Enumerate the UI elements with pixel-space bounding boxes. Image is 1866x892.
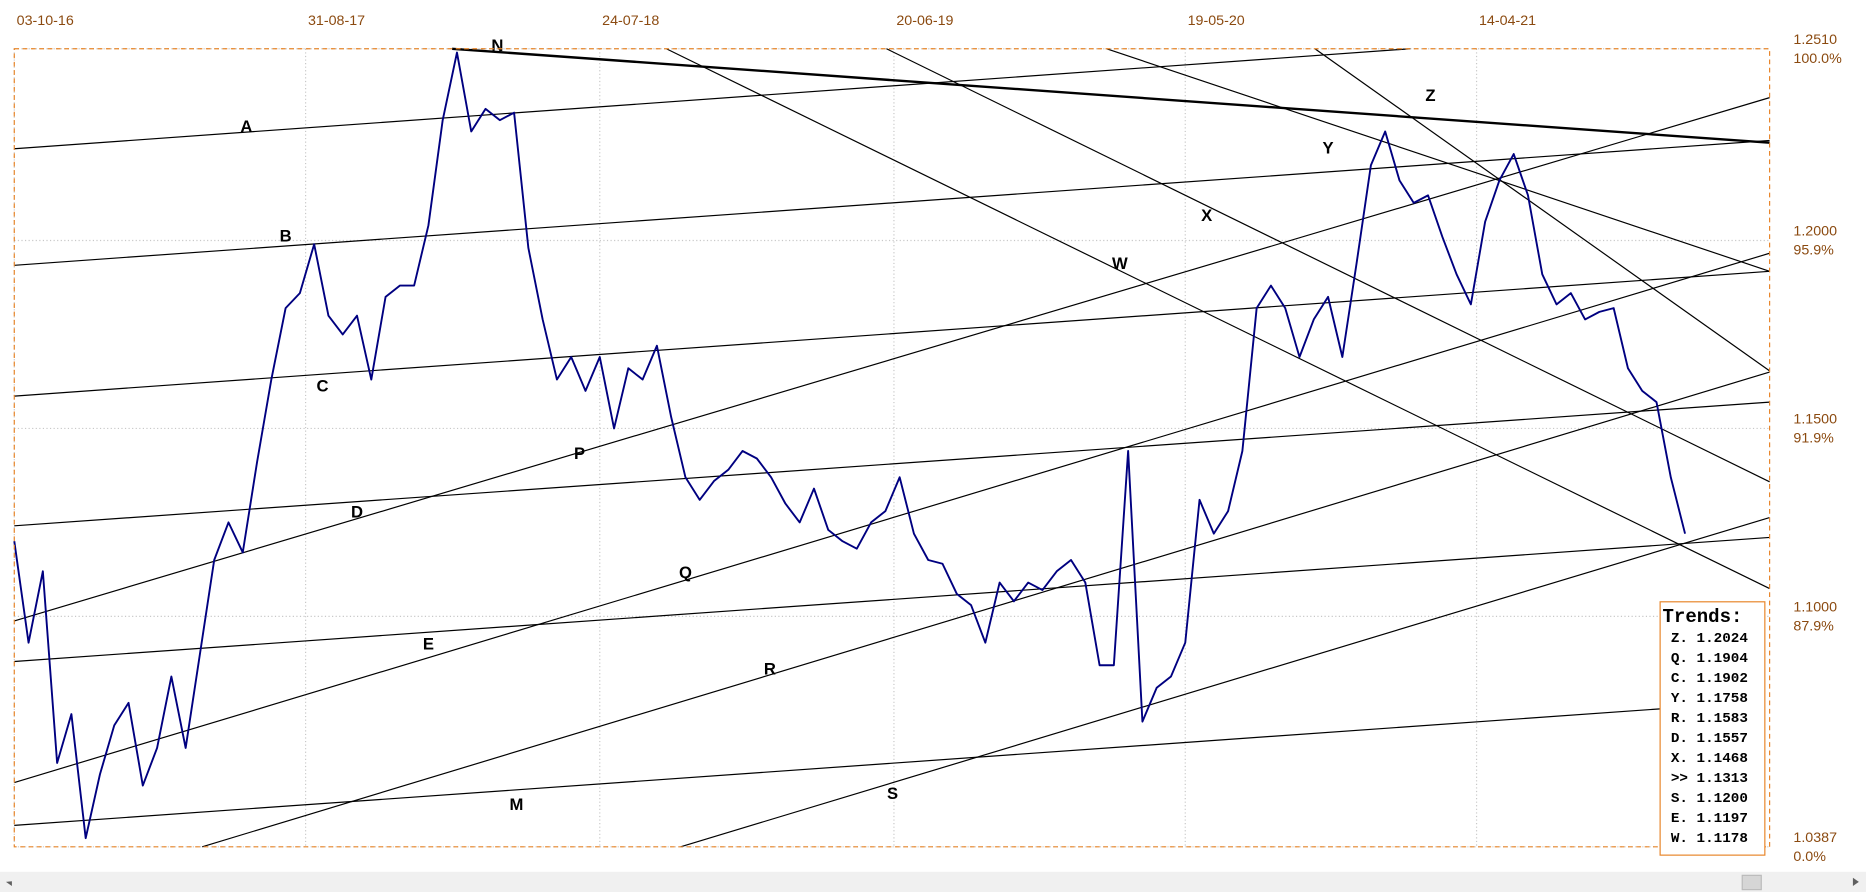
scroll-thumb[interactable] xyxy=(1741,874,1762,891)
trend-line xyxy=(886,48,1770,483)
y-tick-pct: 0.0% xyxy=(1793,849,1826,865)
y-tick-pct: 87.9% xyxy=(1793,619,1834,635)
trend-label: R xyxy=(764,659,776,678)
y-tick-label: 1.2000 xyxy=(1793,224,1837,240)
y-tick-label: 1.1000 xyxy=(1793,600,1837,616)
trend-label: B xyxy=(280,226,292,245)
x-tick-label: 20-06-19 xyxy=(896,13,953,29)
scroll-right[interactable] xyxy=(1852,877,1859,887)
x-tick-label: 24-07-18 xyxy=(602,13,659,29)
trend-entry: Y. 1.1758 xyxy=(1671,691,1748,707)
y-tick-pct: 95.9% xyxy=(1793,243,1834,259)
scroll-track xyxy=(0,871,1866,892)
trend-entry: R. 1.1583 xyxy=(1671,711,1748,727)
x-tick-label: 03-10-16 xyxy=(17,13,74,29)
trend-label: C xyxy=(316,376,328,395)
trend-line xyxy=(14,708,1661,826)
trend-line xyxy=(452,47,1770,144)
trend-line xyxy=(14,97,1770,622)
y-tick-label: 1.0387 xyxy=(1793,830,1837,846)
trends-title: Trends: xyxy=(1663,606,1743,628)
trend-lines: A N B C D E M P Q R S W X Y Z xyxy=(14,36,1770,848)
price xyxy=(13,51,1686,840)
trend-entry: S. 1.1200 xyxy=(1671,791,1748,807)
trend-entry: >> 1.1313 xyxy=(1671,771,1748,787)
trend-line xyxy=(14,270,1770,397)
y-tick-label: 1.2510 xyxy=(1793,32,1837,48)
trend-entry: X. 1.1468 xyxy=(1671,751,1748,767)
trend-label: E xyxy=(423,634,434,653)
trend-line xyxy=(680,516,1770,848)
trend-entry: E. 1.1197 xyxy=(1671,811,1748,827)
trend-label: Q xyxy=(679,563,692,582)
trend-label: N xyxy=(491,36,503,55)
trend-label: Z xyxy=(1425,86,1435,105)
price-line xyxy=(13,51,1686,840)
y-tick-pct: 100.0% xyxy=(1793,51,1842,67)
x-tick-label: 14-04-21 xyxy=(1479,13,1536,29)
trend-label: D xyxy=(351,502,363,521)
scroll-left[interactable] xyxy=(5,881,12,887)
y-tick-pct: 91.9% xyxy=(1793,431,1834,447)
trend-line xyxy=(202,371,1770,848)
trend-entry: D. 1.1557 xyxy=(1671,731,1748,747)
trend-entry: C. 1.1902 xyxy=(1671,671,1748,687)
trend-line xyxy=(14,139,1770,266)
trend-entry: W. 1.1178 xyxy=(1671,831,1748,847)
trend-line xyxy=(14,48,1411,150)
trend-label: S xyxy=(887,784,898,803)
trend-label: P xyxy=(574,444,585,463)
scrollbar xyxy=(0,871,1866,892)
trends-list: Z. 1.2024 Q. 1.1904 C. 1.1902 Y. 1.1758 R. 1… xyxy=(1671,631,1749,847)
trend-line xyxy=(666,48,1770,590)
axes: 03-10-16 31-08-17 24-07-18 20-06-19 19-05-20… xyxy=(17,13,1842,865)
trend-entry: Z. 1.2024 xyxy=(1671,631,1749,647)
trend-line xyxy=(1106,48,1770,272)
trend-line xyxy=(14,536,1770,663)
trend-line xyxy=(14,401,1770,527)
trend-line xyxy=(14,252,1770,784)
trend-label: A xyxy=(240,117,252,136)
trend-label: W xyxy=(1112,254,1128,273)
y-tick-label: 1.1500 xyxy=(1793,412,1837,428)
trend-label: Y xyxy=(1323,138,1334,157)
trend-label: M xyxy=(510,795,524,814)
plot-border xyxy=(13,48,1771,848)
trends-box: Trends: Z. 1.2024 Q. 1.1904 C. 1.1902 Y. 1.… xyxy=(1659,601,1766,856)
trend-label: X xyxy=(1201,206,1212,225)
x-tick-label: 19-05-20 xyxy=(1188,13,1245,29)
x-tick-label: 31-08-17 xyxy=(308,13,365,29)
trend-entry: Q. 1.1904 xyxy=(1671,651,1749,667)
trend-line xyxy=(1314,48,1770,372)
trends-panel xyxy=(1659,601,1766,856)
